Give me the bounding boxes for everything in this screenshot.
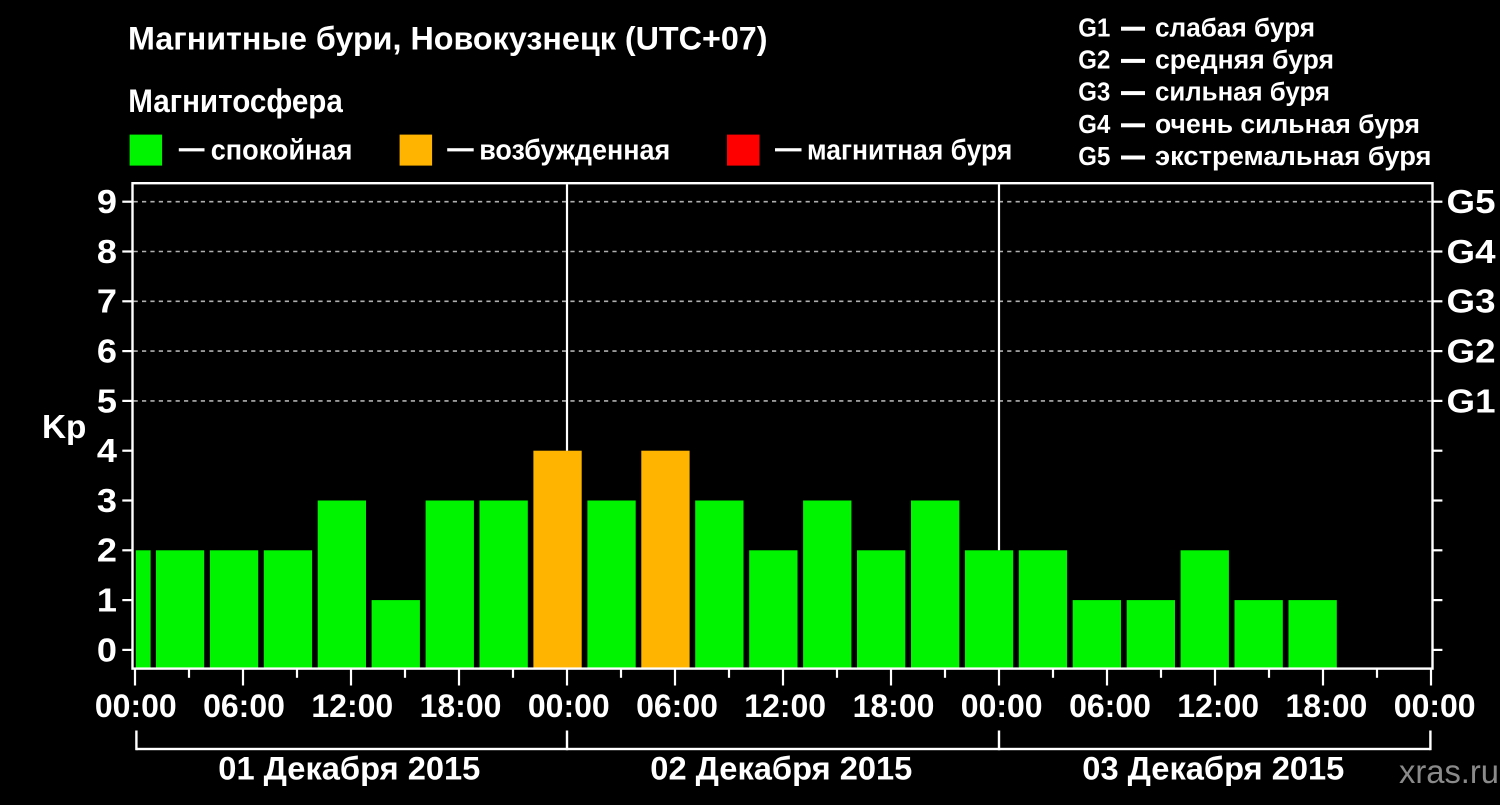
svg-text:06:00: 06:00: [1069, 688, 1151, 724]
svg-text:6: 6: [97, 334, 117, 371]
svg-text:03 Декабря 2015: 03 Декабря 2015: [1082, 751, 1344, 787]
svg-text:9: 9: [97, 184, 117, 221]
svg-text:00:00: 00:00: [528, 688, 610, 724]
svg-text:G2: G2: [1078, 47, 1110, 75]
svg-text:G1: G1: [1447, 382, 1496, 419]
svg-text:00:00: 00:00: [961, 688, 1043, 724]
svg-text:18:00: 18:00: [420, 688, 502, 724]
svg-text:3: 3: [97, 483, 117, 520]
svg-text:Магнитные бури, Новокузнецк (U: Магнитные бури, Новокузнецк (UTC+07): [128, 20, 768, 56]
svg-text:1: 1: [97, 583, 117, 620]
svg-text:экстремальная буря: экстремальная буря: [1155, 143, 1432, 171]
svg-text:G5: G5: [1447, 183, 1496, 220]
svg-text:средняя буря: средняя буря: [1155, 47, 1334, 75]
svg-text:G5: G5: [1078, 143, 1110, 171]
svg-text:00:00: 00:00: [95, 688, 177, 724]
svg-text:сильная буря: сильная буря: [1155, 79, 1330, 107]
svg-text:G4: G4: [1078, 111, 1111, 139]
svg-text:2: 2: [97, 533, 117, 570]
svg-text:магнитная буря: магнитная буря: [807, 134, 1012, 166]
svg-text:12:00: 12:00: [744, 688, 826, 724]
svg-text:00:00: 00:00: [1394, 688, 1476, 724]
svg-text:Kp: Kp: [42, 408, 86, 445]
svg-text:Магнитосфера: Магнитосфера: [128, 83, 343, 119]
svg-text:01 Декабря 2015: 01 Декабря 2015: [218, 751, 480, 787]
svg-text:G1: G1: [1078, 14, 1110, 42]
svg-text:возбужденная: возбужденная: [479, 134, 670, 166]
svg-text:8: 8: [97, 234, 117, 271]
svg-text:0: 0: [97, 632, 117, 669]
svg-text:G3: G3: [1078, 79, 1110, 107]
svg-text:5: 5: [97, 383, 117, 420]
svg-text:G2: G2: [1447, 333, 1496, 370]
svg-text:спокойная: спокойная: [211, 134, 353, 166]
svg-text:G3: G3: [1447, 283, 1496, 320]
svg-text:18:00: 18:00: [1286, 688, 1368, 724]
svg-text:7: 7: [97, 284, 117, 321]
svg-text:18:00: 18:00: [853, 688, 935, 724]
svg-text:12:00: 12:00: [1177, 688, 1259, 724]
svg-text:xras.ru: xras.ru: [1399, 753, 1499, 790]
svg-text:12:00: 12:00: [311, 688, 393, 724]
svg-text:02 Декабря 2015: 02 Декабря 2015: [650, 751, 912, 787]
svg-text:06:00: 06:00: [636, 688, 718, 724]
svg-text:4: 4: [97, 433, 117, 470]
svg-text:слабая буря: слабая буря: [1155, 14, 1315, 42]
svg-text:очень сильная буря: очень сильная буря: [1155, 111, 1420, 139]
svg-text:06:00: 06:00: [203, 688, 285, 724]
svg-text:G4: G4: [1447, 233, 1497, 270]
